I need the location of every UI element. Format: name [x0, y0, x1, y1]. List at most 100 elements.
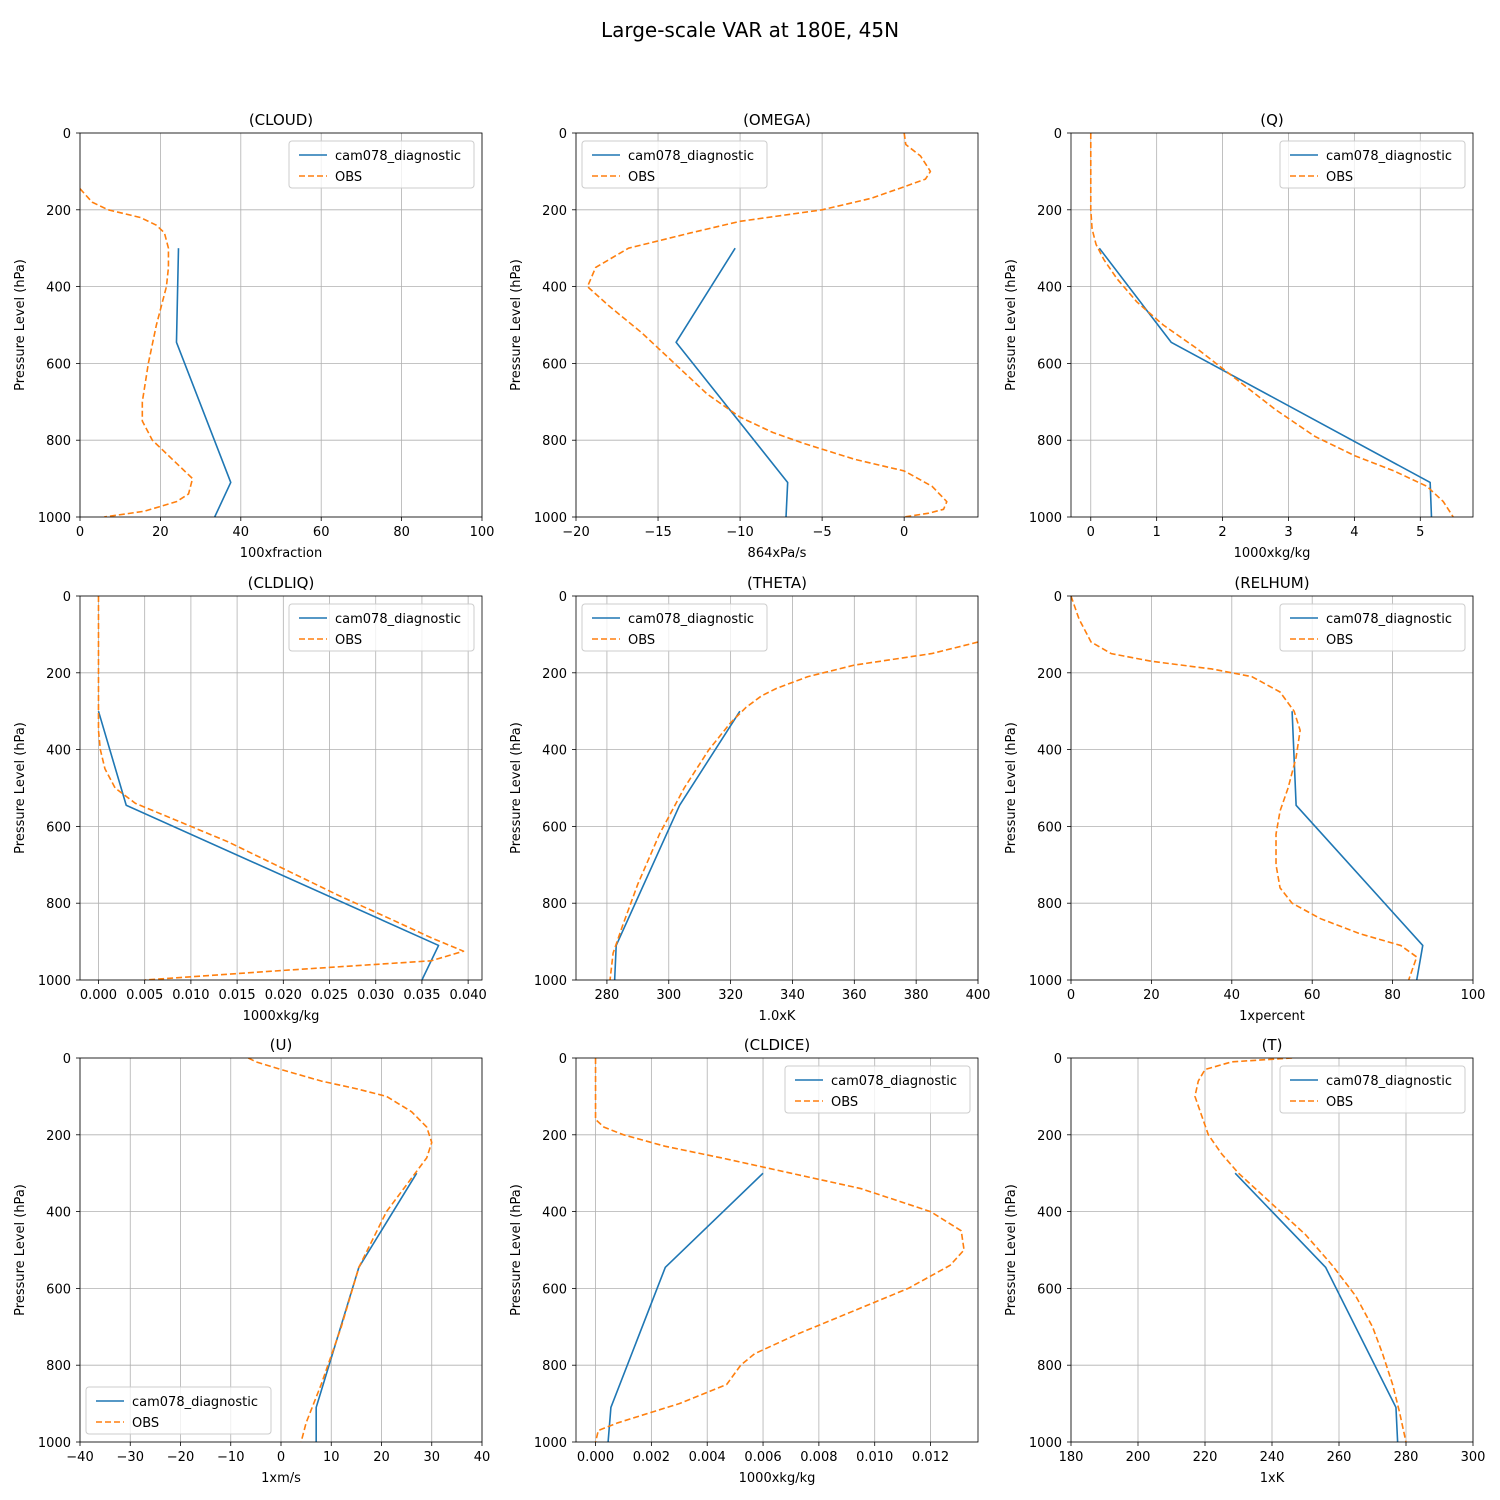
series-model-line: [613, 710, 741, 980]
x-tick-label: 40: [233, 525, 250, 540]
x-axis-label: 1xpercent: [1239, 1009, 1305, 1024]
subplot-title: (OMEGA): [743, 111, 811, 129]
series-group: [80, 188, 232, 517]
legend-box: [1279, 1065, 1466, 1114]
x-axis-label: 100xfraction: [240, 546, 322, 561]
y-tick-label: 200: [46, 667, 71, 682]
subplot-title: (CLDICE): [744, 1036, 810, 1054]
series-model-line: [1234, 1172, 1399, 1442]
axes-frame: [575, 595, 979, 981]
series-group: [609, 641, 978, 980]
y-tick-label: 200: [1037, 1129, 1062, 1144]
legend-model-label: cam078_diagnostic: [628, 149, 754, 164]
x-tick-label: 0.010: [172, 988, 209, 1003]
y-tick-label: 400: [1037, 1206, 1062, 1221]
legend-obs-label: OBS: [628, 170, 655, 185]
x-tick-label: 1: [1153, 525, 1161, 540]
series-group: [247, 1058, 433, 1442]
y-tick-label: 600: [542, 820, 567, 835]
subplot-title: (CLDLIQ): [248, 574, 315, 592]
y-tick-label: 1000: [534, 974, 567, 989]
y-tick-label: 600: [1037, 1282, 1062, 1297]
y-tick-label: 0: [559, 1052, 567, 1067]
x-tick-label: 180: [1059, 1450, 1084, 1465]
series-obs-line: [1089, 133, 1454, 517]
subplot-title: (T): [1262, 1036, 1283, 1054]
y-axis-label: Pressure Level (hPa): [1004, 1184, 1019, 1316]
y-tick-label: 800: [46, 897, 71, 912]
x-tick-label: 100: [1461, 988, 1486, 1003]
x-axis-label: 864xPa/s: [748, 546, 807, 561]
x-tick-label: 20: [373, 1450, 390, 1465]
x-tick-label: 260: [1327, 1450, 1352, 1465]
x-axis-label: 1.0xK: [759, 1009, 796, 1024]
x-tick-label: −5: [813, 525, 832, 540]
x-tick-label: 3: [1284, 525, 1292, 540]
subplot-q: 0 1 2 3 4 5 0 200 400 600 800 1000 (Q) 1000xkg/kg Pres…: [1004, 111, 1474, 561]
y-tick-label: 400: [46, 281, 71, 296]
series-obs-line: [586, 133, 948, 517]
series-model-line: [607, 1172, 764, 1442]
y-tick-label: 1000: [38, 511, 71, 526]
x-tick-label: 0.012: [912, 1450, 949, 1465]
x-tick-label: 0.025: [311, 988, 348, 1003]
series-model-line: [97, 710, 440, 980]
legend-box: [784, 1065, 971, 1114]
x-tick-label: −20: [167, 1450, 194, 1465]
series-obs-line: [594, 1058, 965, 1442]
x-tick-label: 380: [904, 988, 929, 1003]
legend-model-label: cam078_diagnostic: [1326, 1074, 1452, 1089]
y-tick-label: 600: [46, 1282, 71, 1297]
x-tick-label: 0.015: [218, 988, 255, 1003]
series-obs-line: [97, 596, 465, 980]
x-tick-label: 60: [313, 525, 330, 540]
y-tick-label: 600: [46, 357, 71, 372]
legend-obs-label: OBS: [628, 633, 655, 648]
legend: cam078_diagnostic OBS: [288, 140, 475, 189]
x-tick-label: 0.035: [403, 988, 440, 1003]
x-tick-label: 2: [1218, 525, 1226, 540]
y-tick-label: 0: [1054, 1052, 1062, 1067]
series-group: [594, 1058, 965, 1442]
y-tick-label: 0: [559, 590, 567, 605]
axes-frame: [1070, 595, 1474, 981]
y-tick-label: 800: [542, 434, 567, 449]
legend-model-label: cam078_diagnostic: [1326, 612, 1452, 627]
legend-box: [581, 140, 768, 189]
legend: cam078_diagnostic OBS: [85, 1386, 272, 1435]
subplot-t: 180 200 220 240 260 280 300 0 200 400 600 800 1000 (T…: [1004, 1036, 1485, 1486]
x-tick-label: −40: [66, 1450, 93, 1465]
y-tick-label: 800: [46, 434, 71, 449]
x-tick-label: 30: [423, 1450, 440, 1465]
x-axis-label: 1000xkg/kg: [1234, 546, 1311, 561]
x-tick-label: 100: [470, 525, 495, 540]
x-tick-label: 300: [656, 988, 681, 1003]
legend-obs-label: OBS: [1326, 170, 1353, 185]
subplot-title: (RELHUM): [1234, 574, 1309, 592]
subplot-omega: −20 −15 −10 −5 0 0 200 400 600 800 1000 (OMEGA) 864x…: [509, 111, 979, 561]
y-tick-label: 1000: [1029, 511, 1062, 526]
axes-frame: [79, 595, 483, 981]
series-group: [1194, 1058, 1407, 1442]
y-tick-label: 1000: [38, 1436, 71, 1451]
legend-box: [85, 1386, 272, 1435]
x-tick-label: 360: [842, 988, 867, 1003]
legend-box: [1279, 603, 1466, 652]
figure-title: Large-scale VAR at 180E, 45N: [601, 18, 899, 42]
x-tick-label: 0.005: [126, 988, 163, 1003]
y-tick-label: 400: [1037, 744, 1062, 759]
x-axis-label: 1xK: [1260, 1471, 1285, 1486]
legend-model-label: cam078_diagnostic: [628, 612, 754, 627]
y-tick-label: 600: [46, 820, 71, 835]
y-tick-label: 600: [542, 357, 567, 372]
y-tick-label: 400: [1037, 281, 1062, 296]
x-tick-label: 0.020: [265, 988, 302, 1003]
y-tick-label: 800: [46, 1359, 71, 1374]
x-tick-label: 4: [1350, 525, 1358, 540]
legend-box: [288, 140, 475, 189]
legend-model-label: cam078_diagnostic: [335, 149, 461, 164]
legend: cam078_diagnostic OBS: [581, 140, 768, 189]
y-tick-label: 200: [542, 204, 567, 219]
axes-frame: [1070, 132, 1474, 518]
subplot-grid: 0 20 40 60 80 10002004006008001000(CLOUD)100x…: [13, 111, 1485, 1486]
